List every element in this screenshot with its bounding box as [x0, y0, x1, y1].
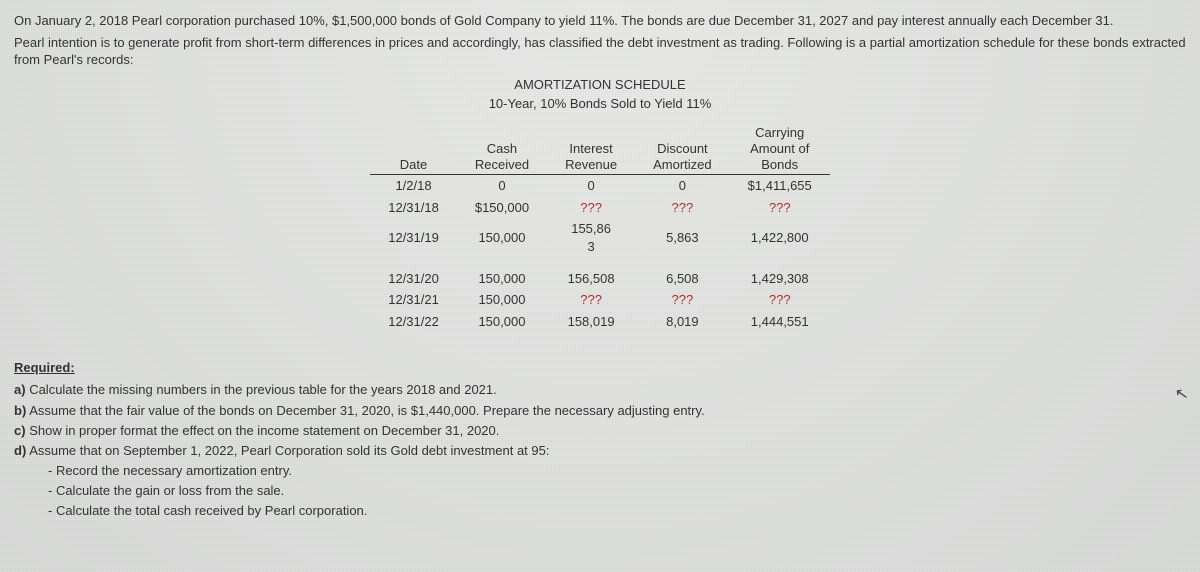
- required-section: Required: a) Calculate the missing numbe…: [14, 358, 1186, 521]
- col-interest: InterestRevenue: [547, 124, 635, 175]
- part-d-sub2: - Calculate the gain or loss from the sa…: [48, 481, 1186, 501]
- part-d-sub3: - Calculate the total cash received by P…: [48, 501, 1186, 521]
- cursor-icon: ↖: [1173, 383, 1190, 405]
- table-row: 12/31/21 150,000 ??? ??? ???: [370, 289, 830, 311]
- part-a: a) Calculate the missing numbers in the …: [14, 380, 1186, 400]
- table-row: 12/31/18 $150,000 ??? ??? ???: [370, 197, 830, 219]
- schedule-title-block: AMORTIZATION SCHEDULE 10-Year, 10% Bonds…: [14, 75, 1186, 114]
- table-row: 12/31/19 150,000 155,86 3 5,863 1,422,80…: [370, 218, 830, 257]
- col-cash: CashReceived: [457, 124, 547, 175]
- table-row: 12/31/20 150,000 156,508 6,508 1,429,308: [370, 268, 830, 290]
- part-b: b) Assume that the fair value of the bon…: [14, 401, 1186, 421]
- part-c: c) Show in proper format the effect on t…: [14, 421, 1186, 441]
- amortization-table: Date CashReceived InterestRevenue Discou…: [370, 124, 830, 333]
- part-d: d) Assume that on September 1, 2022, Pea…: [14, 441, 1186, 461]
- required-heading: Required:: [14, 358, 1186, 378]
- table-row: 1/2/18 0 0 0 $1,411,655: [370, 175, 830, 197]
- schedule-title-2: 10-Year, 10% Bonds Sold to Yield 11%: [14, 94, 1186, 114]
- problem-intro: On January 2, 2018 Pearl corporation pur…: [14, 12, 1186, 69]
- intro-line-2: Pearl intention is to generate profit fr…: [14, 34, 1186, 69]
- col-carrying: CarryingAmount ofBonds: [730, 124, 830, 175]
- part-d-sub1: - Record the necessary amortization entr…: [48, 461, 1186, 481]
- col-date: Date: [370, 124, 457, 175]
- col-discount: DiscountAmortized: [635, 124, 730, 175]
- intro-line-1: On January 2, 2018 Pearl corporation pur…: [14, 12, 1186, 30]
- schedule-title-1: AMORTIZATION SCHEDULE: [14, 75, 1186, 95]
- table-row: 12/31/22 150,000 158,019 8,019 1,444,551: [370, 311, 830, 333]
